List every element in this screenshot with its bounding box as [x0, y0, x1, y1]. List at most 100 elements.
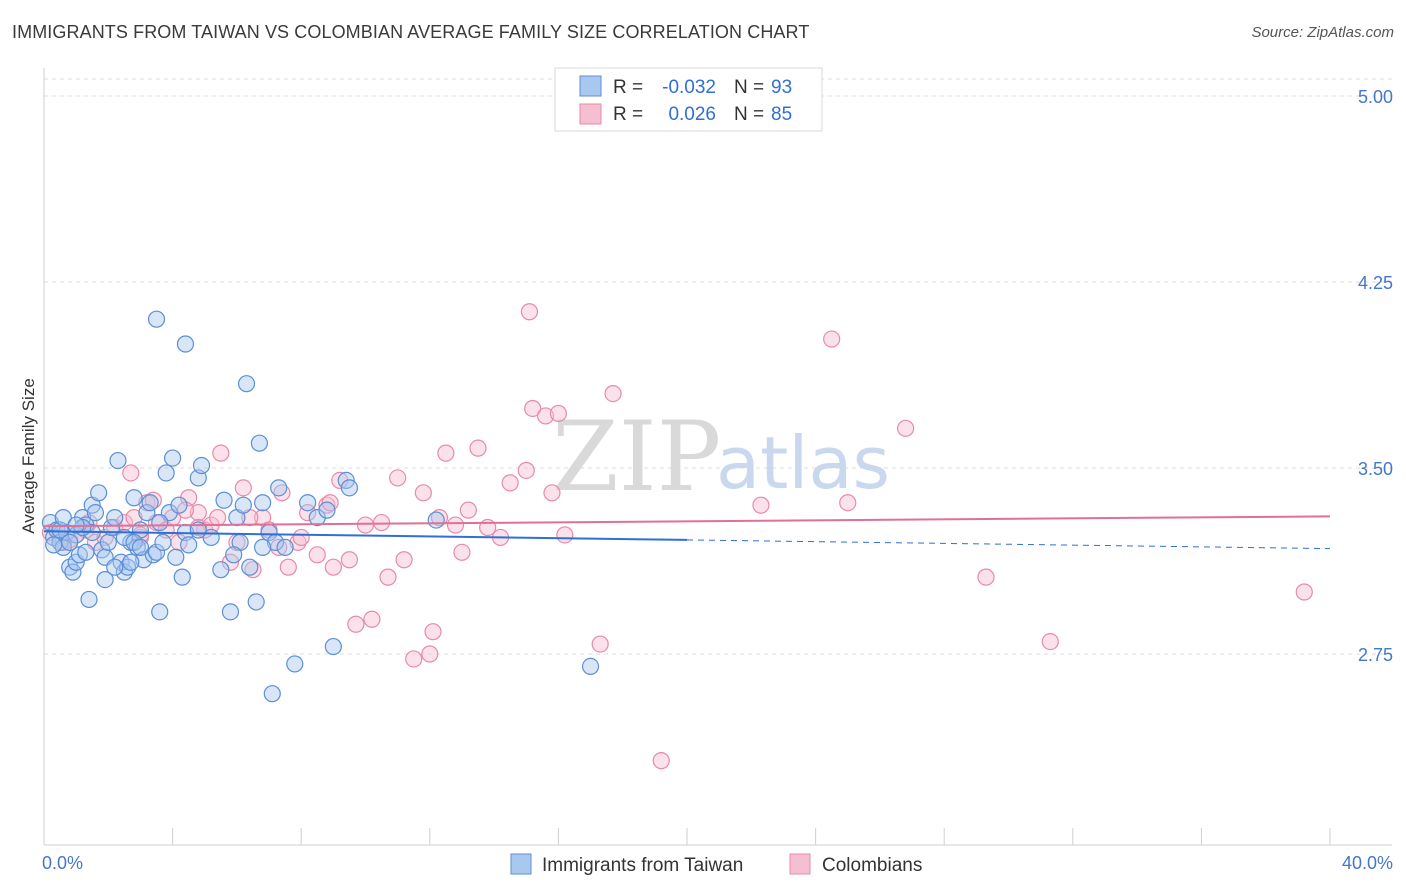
taiwan-point-24 — [118, 558, 137, 576]
colombians-point-43 — [405, 650, 423, 668]
legend-label-taiwan: Immigrants from Taiwan — [542, 855, 743, 876]
chart-title: IMMIGRANTS FROM TAIWAN VS COLOMBIAN AVER… — [12, 22, 810, 42]
colombians-point-33 — [324, 558, 342, 576]
taiwan-point-92 — [225, 546, 243, 564]
taiwan-point-89 — [77, 543, 95, 561]
colombians-point-42 — [395, 551, 413, 569]
taiwan-point-90 — [122, 553, 140, 571]
taiwan-point-36 — [157, 464, 175, 482]
taiwan-point-72 — [237, 375, 256, 393]
colombians-point-49 — [453, 543, 471, 561]
taiwan-point-61 — [286, 655, 304, 673]
x-tick-marks — [43, 828, 1331, 845]
stats-r-value-1: -0.032 — [662, 77, 716, 98]
taiwan-point-33 — [147, 543, 166, 561]
colombians-point-32 — [318, 496, 336, 514]
colombians-point-24 — [244, 561, 262, 579]
taiwan-point-15 — [90, 484, 108, 502]
colombians-point-20 — [212, 444, 230, 462]
source-label: Source: ZipAtlas.com — [1251, 24, 1394, 41]
colombians-point-31 — [308, 546, 326, 564]
y-tick-label-2: 4.25 — [1358, 273, 1393, 293]
taiwan-point-26 — [125, 489, 143, 507]
colombians-point-71 — [122, 464, 140, 482]
trend-line-taiwan — [43, 530, 688, 541]
colombians-point-47 — [437, 444, 455, 462]
colombians-point-60 — [591, 635, 609, 653]
taiwan-point-12 — [80, 590, 98, 609]
colombians-point-48 — [446, 516, 465, 534]
taiwan-point-67 — [340, 479, 359, 497]
taiwan-point-69 — [581, 657, 600, 676]
colombians-point-57 — [543, 484, 561, 502]
stats-legend-pink-swatch — [579, 103, 602, 125]
colombians-point-67 — [897, 419, 915, 437]
taiwan-point-77 — [115, 528, 133, 547]
colombians-point-36 — [347, 615, 365, 633]
taiwan-point-49 — [221, 603, 240, 621]
taiwan-point-59 — [276, 538, 294, 556]
taiwan-point-58 — [270, 479, 288, 497]
taiwan-point-64 — [318, 501, 336, 519]
stats-legend-blue-swatch — [579, 75, 602, 97]
colombians-point-45 — [421, 645, 439, 663]
stats-n-value-2: 85 — [771, 104, 792, 125]
colombians-point-54 — [517, 461, 535, 480]
watermark-atlas: atlas — [716, 421, 890, 505]
colombians-point-58 — [549, 404, 568, 423]
colombians-point-61 — [604, 385, 622, 403]
colombians-point-40 — [379, 568, 397, 586]
taiwan-point-45 — [192, 456, 211, 475]
taiwan-point-70 — [147, 310, 166, 328]
taiwan-point-78 — [45, 536, 63, 554]
y-tick-label-1: 3.50 — [1358, 459, 1393, 479]
series-taiwan-points — [41, 310, 600, 703]
x-tick-label-max: 40.0% — [1342, 853, 1393, 873]
stats-n-label-2: N = — [734, 104, 764, 125]
taiwan-point-79 — [61, 533, 79, 552]
colombians-point-53 — [501, 474, 519, 492]
colombians-point-44 — [414, 484, 432, 502]
legend-swatch-taiwan — [510, 853, 532, 875]
y-tick-labels: 2.75 3.50 4.25 5.00 — [1358, 87, 1393, 665]
taiwan-point-20 — [106, 508, 124, 527]
taiwan-point-87 — [254, 538, 272, 556]
colombians-point-23 — [234, 479, 252, 497]
colombians-point-69 — [1041, 632, 1059, 651]
colombians-point-82 — [459, 501, 477, 519]
taiwan-point-35 — [154, 533, 172, 552]
colombians-point-66 — [839, 494, 857, 512]
taiwan-point-53 — [241, 558, 259, 576]
taiwan-point-65 — [324, 637, 342, 656]
series-colombians-points — [41, 303, 1313, 770]
taiwan-point-7 — [64, 563, 82, 581]
colombians-point-64 — [752, 496, 770, 514]
taiwan-point-68 — [427, 511, 445, 529]
bottom-legend: Immigrants from Taiwan Colombians — [510, 853, 922, 876]
colombians-point-63 — [652, 752, 670, 770]
colombians-point-68 — [977, 568, 995, 586]
y-axis-title: Average Family Size — [19, 378, 38, 534]
x-tick-label-min: 0.0% — [42, 853, 83, 873]
colombians-point-59 — [556, 526, 574, 544]
taiwan-point-48 — [215, 491, 233, 509]
colombians-point-74 — [209, 508, 227, 527]
trend-line-taiwan-extrapolated — [686, 539, 1331, 550]
taiwan-point-21 — [109, 451, 127, 470]
taiwan-point-32 — [144, 546, 162, 564]
colombians-point-56 — [536, 407, 555, 425]
taiwan-point-38 — [164, 449, 182, 467]
taiwan-point-23 — [115, 563, 133, 581]
colombians-point-46 — [430, 508, 449, 527]
stats-legend: R = -0.032 N = 93 R = 0.026 N = 85 — [554, 67, 823, 132]
taiwan-point-52 — [234, 496, 252, 514]
taiwan-point-62 — [299, 494, 317, 512]
legend-label-colombians: Colombians — [822, 855, 922, 876]
colombians-point-37 — [356, 516, 375, 534]
colombians-point-39 — [372, 513, 391, 532]
taiwan-point-71 — [176, 335, 195, 353]
taiwan-point-81 — [106, 558, 124, 576]
stats-r-label-1: R = — [613, 77, 643, 98]
colombians-point-28 — [279, 558, 297, 576]
